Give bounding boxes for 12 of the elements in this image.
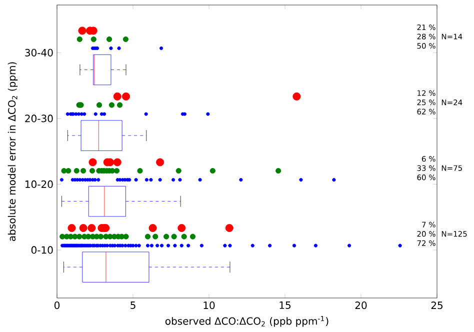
x-tick-label: 5 — [130, 302, 136, 309]
x-tick-label: 10 — [204, 302, 215, 310]
y-tick-label: 20-30 — [25, 114, 53, 122]
x-axis-title: observed ΔCO:ΔCO$_{2}$ (ppb ppm$^{-1}$) — [165, 316, 328, 327]
x-tick-label: 25 — [431, 302, 442, 310]
y-tick-label: 0-10 — [31, 246, 53, 254]
x-tick-label: 20 — [355, 302, 367, 310]
x-tick-label: 0 — [54, 302, 60, 310]
x-tick-label: 15 — [280, 302, 290, 309]
y-tick-label: 30-40 — [25, 48, 53, 56]
y-axis-title: absolute model error in ΔCO$_{2}$ (ppm) — [8, 62, 18, 242]
y-tick-label: 10-20 — [26, 180, 53, 188]
